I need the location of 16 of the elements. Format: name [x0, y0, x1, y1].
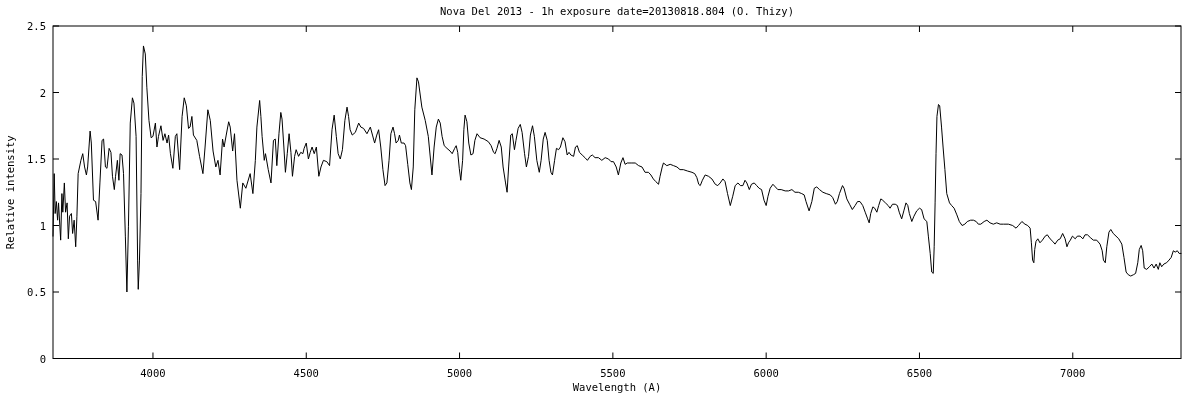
x-tick-label: 4500	[293, 366, 319, 379]
x-axis-title: Wavelength (A)	[572, 381, 662, 393]
x-tick-label: 6500	[906, 366, 933, 379]
x-tick-label: 6000	[753, 366, 779, 379]
y-tick-label: 1.5	[27, 153, 46, 165]
y-axis-title: Relative intensity	[4, 135, 16, 250]
y-tick-label: 0	[39, 352, 46, 365]
y-tick-label: 0.5	[27, 286, 46, 298]
x-tick-label: 4000	[140, 366, 166, 379]
x-tick-label: 5500	[600, 366, 626, 379]
x-tick-label: 5000	[446, 366, 473, 379]
chart-title: Nova Del 2013 - 1h exposure date=20130818.804 (O. Thizy)	[439, 5, 795, 17]
y-tick-label: 1	[39, 219, 46, 232]
x-tick-label: 7000	[1060, 366, 1086, 379]
y-tick-label: 2	[39, 86, 46, 99]
y-tick-label: 2.5	[27, 20, 46, 32]
